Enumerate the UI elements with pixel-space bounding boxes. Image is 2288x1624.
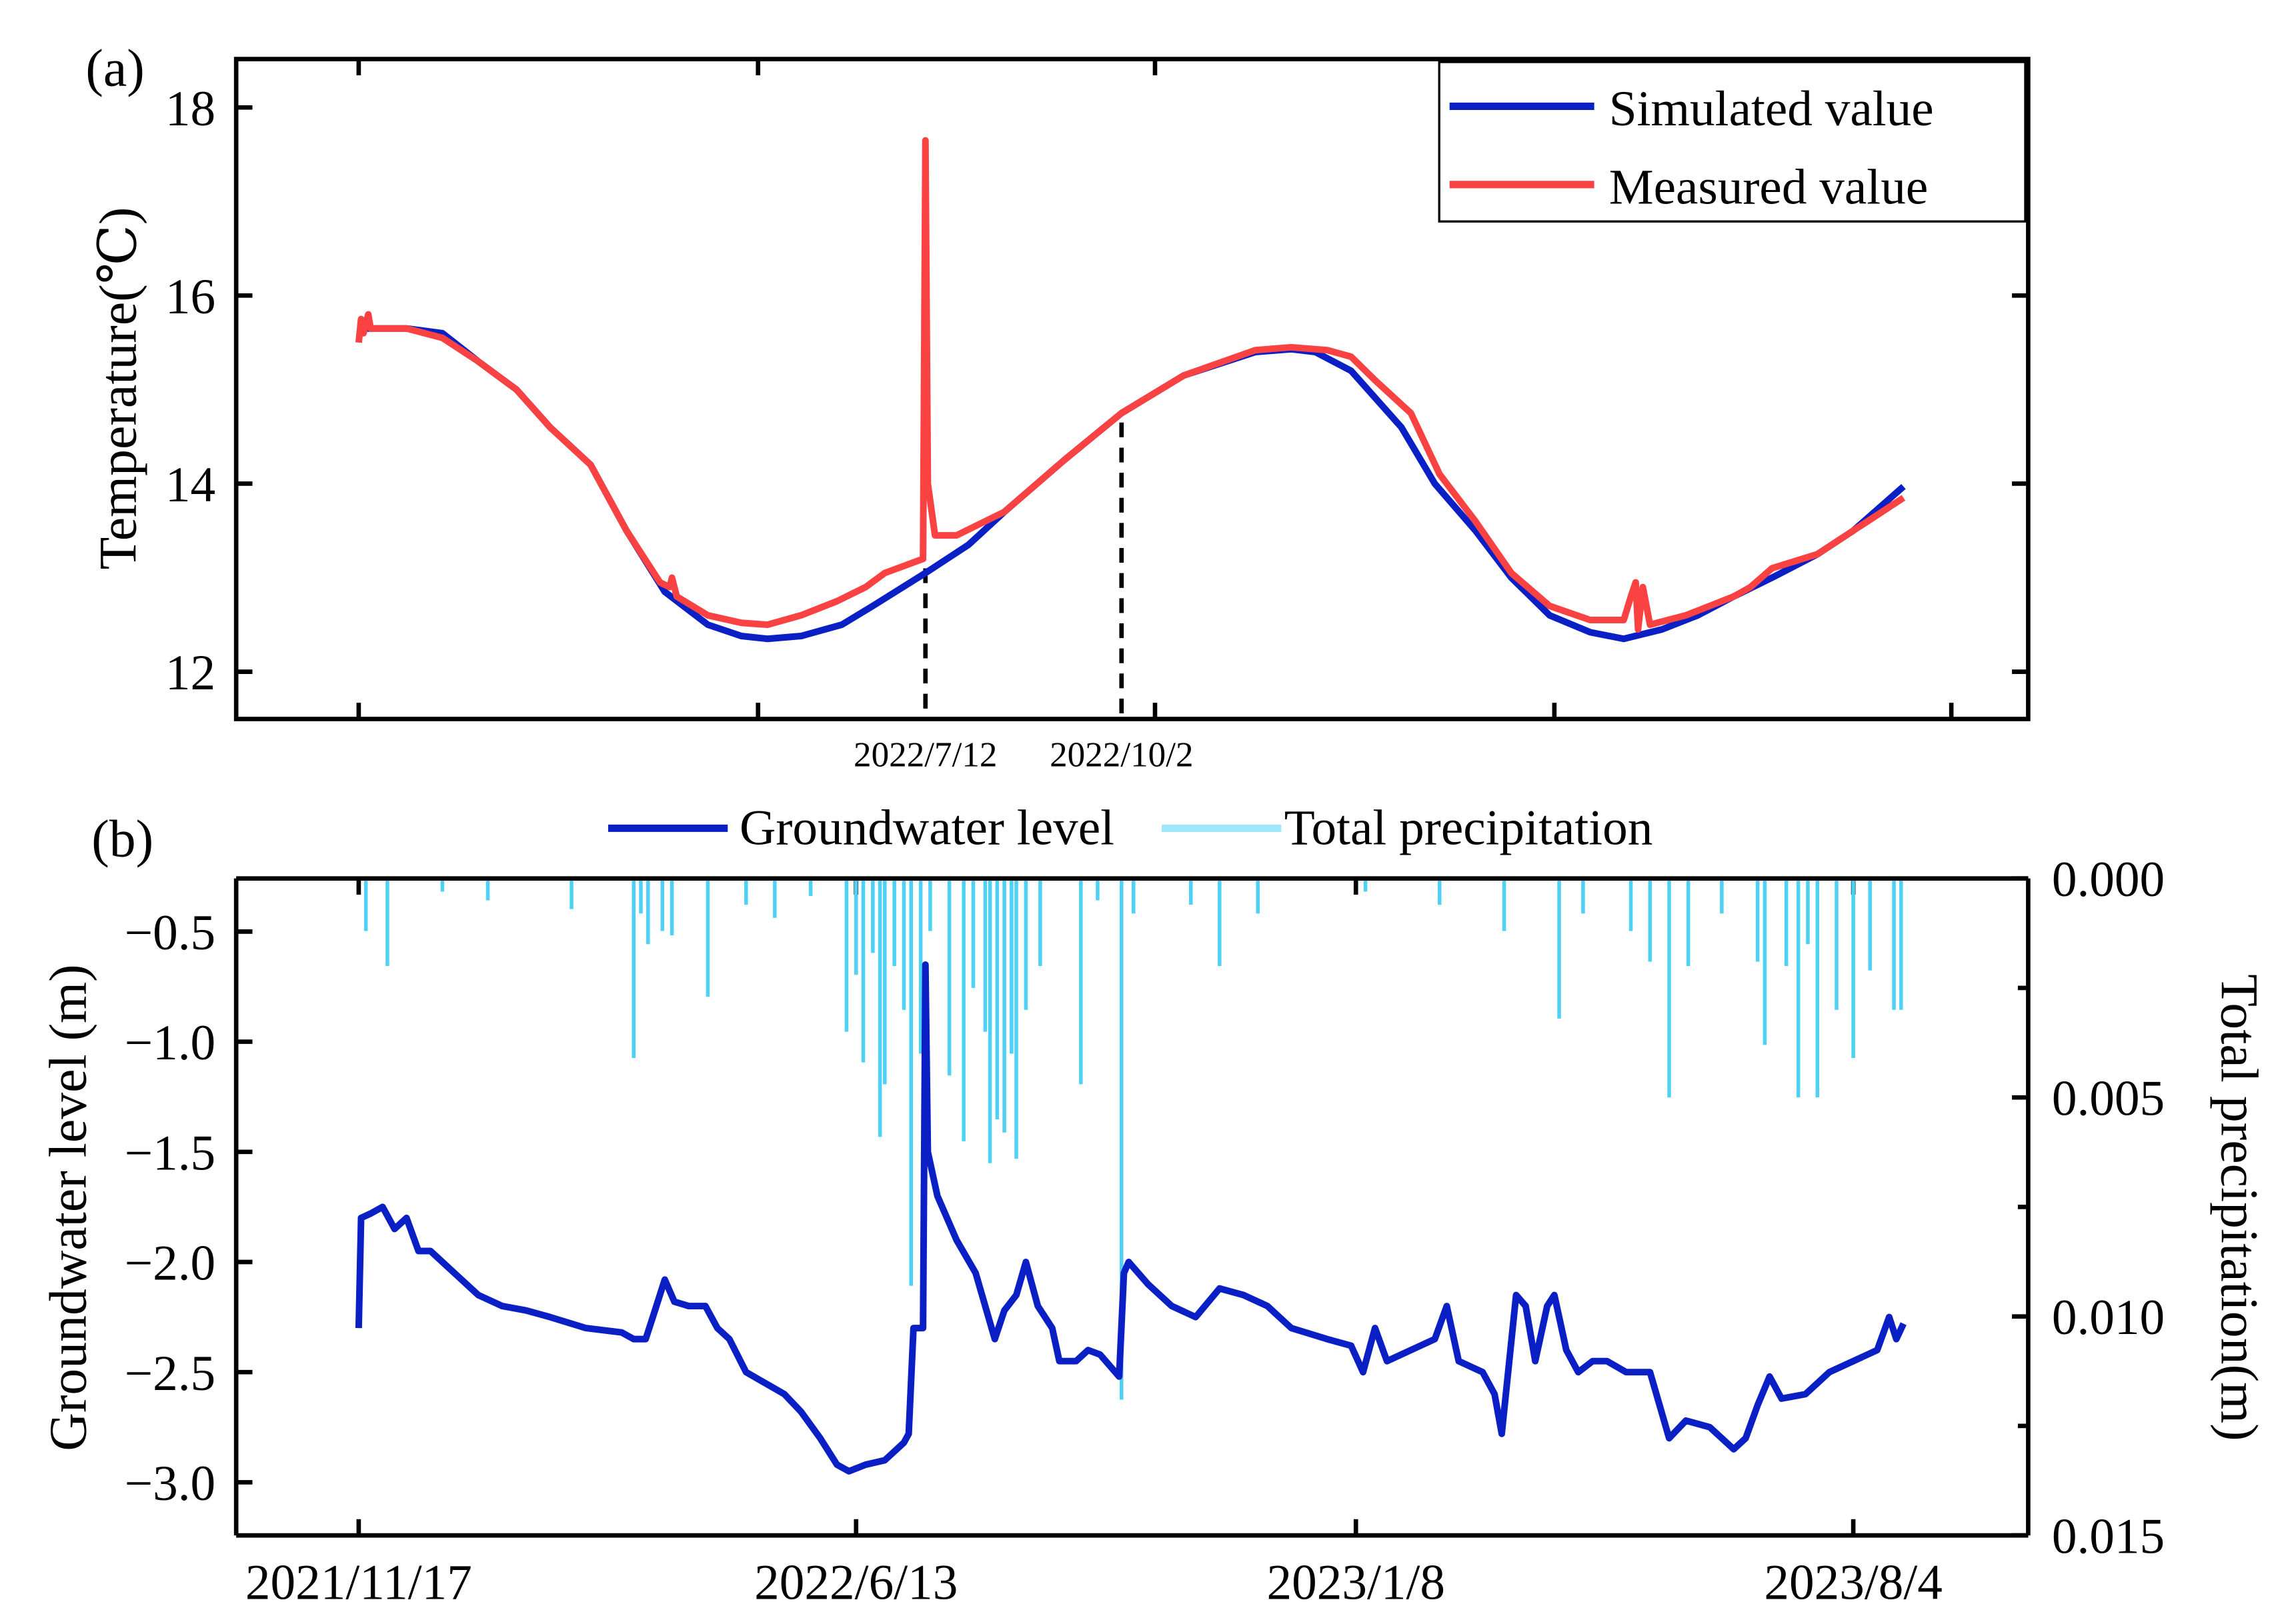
panel-b-axes: −0.5 −1.0 −1.5 −2.0 −2.5 −3.0 0.000 0.005 0.010 0… (125, 852, 2165, 1610)
panel-a-frame (233, 57, 2031, 721)
y-tick-label: 16 (165, 269, 215, 325)
measured-value-line (355, 137, 1906, 633)
groundwater-level-line (355, 961, 1907, 1475)
panel-b-legend: Groundwater level Total precipitation (608, 801, 1652, 856)
panel-b-y2label: Total precipitation(m) (2209, 974, 2268, 1441)
x-tick-label: 2021/11/17 (245, 1555, 472, 1610)
x-tick-label: 2023/8/4 (1764, 1555, 1943, 1610)
y-tick-label: 14 (165, 457, 215, 513)
y-tick-label: −2.0 (125, 1236, 216, 1291)
legend-box (1438, 61, 2027, 223)
panel-b-label: (b) (91, 809, 153, 868)
simulated-value-line (358, 325, 1906, 643)
panel-a-axes: 12 14 16 18 2022/7/12 2022/10/2 (165, 59, 2029, 774)
panel-a-series (355, 137, 1906, 643)
y2-tick-label: 0.000 (2052, 852, 2165, 907)
y-tick-label: 12 (165, 645, 215, 701)
y-tick-label: −1.0 (125, 1015, 216, 1071)
y-tick-label: −1.5 (125, 1125, 216, 1181)
y-tick-label: −2.5 (125, 1346, 216, 1401)
date-marker-label: 2022/10/2 (1050, 735, 1193, 774)
panel-a-label: (a) (85, 39, 144, 97)
x-tick-label: 2022/6/13 (754, 1555, 958, 1610)
y-tick-label: 18 (165, 81, 215, 137)
legend-label-precipitation: Total precipitation (1284, 801, 1653, 856)
legend-label-simulated: Simulated value (1609, 81, 1934, 137)
y-tick-label: −3.0 (125, 1456, 216, 1511)
panel-a-legend: Simulated value Measured value (1438, 61, 2027, 223)
panel-b-ylabel: Groundwater level (m) (39, 964, 97, 1451)
date-marker-label: 2022/7/12 (854, 735, 997, 774)
legend-label-measured: Measured value (1609, 160, 1928, 215)
y2-tick-label: 0.010 (2052, 1290, 2165, 1345)
y2-tick-label: 0.005 (2052, 1071, 2165, 1127)
panel-b-series (355, 878, 1907, 1475)
x-tick-label: 2023/1/8 (1266, 1555, 1445, 1610)
panel-b-groundwater: (b) Groundwater level Total precipitatio… (39, 801, 2268, 1611)
legend-label-groundwater: Groundwater level (740, 801, 1114, 856)
y-tick-label: −0.5 (125, 905, 216, 961)
y2-tick-label: 0.015 (2052, 1509, 2165, 1565)
panel-a-temperature: (a) Temperature(℃) 12 14 16 18 2022/7/12 2022… (85, 39, 2031, 774)
panel-a-ylabel: Temperature(℃) (89, 207, 148, 570)
